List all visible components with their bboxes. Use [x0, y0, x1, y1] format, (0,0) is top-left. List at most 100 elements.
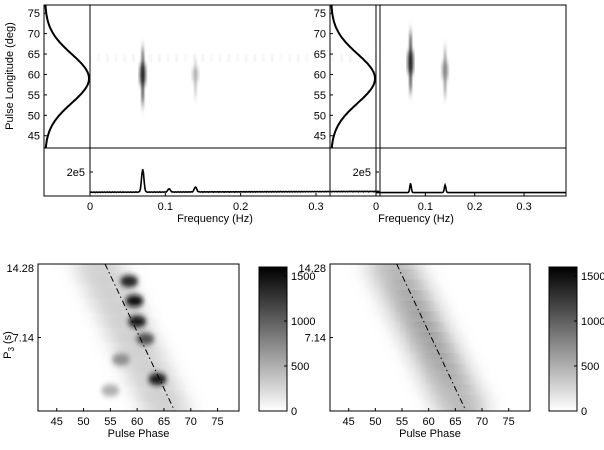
x-axis-label: Frequency (Hz) — [378, 213, 454, 225]
feature-band-cell — [314, 56, 317, 61]
feature-band-cell — [97, 56, 100, 61]
feature-band-cell — [141, 56, 144, 61]
feature-band-cell — [253, 56, 256, 61]
x-axis-label: Pulse Phase — [399, 428, 461, 440]
feature-peak — [442, 60, 448, 81]
heatmap-bl — [72, 264, 191, 411]
feature-band-cell — [349, 56, 352, 61]
feature-peak — [408, 49, 413, 75]
y-tick-label: 45 — [314, 131, 326, 143]
y-tick-label: 45 — [28, 131, 40, 143]
colorbar-tick-label: 1500 — [581, 271, 604, 283]
peak — [125, 294, 144, 307]
band-core — [452, 403, 475, 411]
x-tick-label: 60 — [131, 416, 143, 428]
y-tick-label: 70 — [28, 29, 40, 41]
feature-band-cell — [184, 56, 187, 61]
y-tick-label: 75 — [28, 8, 40, 20]
spectrum-tick-label: 2e5 — [353, 167, 371, 179]
peak — [128, 315, 147, 328]
p3-axis-label: P3 (s) — [2, 331, 16, 359]
y-tick-label: 14.28 — [6, 263, 34, 275]
feature-peak — [193, 67, 198, 82]
peak — [136, 332, 155, 345]
feature-band-cell — [123, 56, 126, 61]
feature-band-cell — [340, 56, 343, 61]
y-tick-label: 65 — [28, 49, 40, 61]
x-tick-label: 65 — [158, 416, 170, 428]
x-tick-label: 50 — [369, 416, 381, 428]
profile-curve — [44, 4, 90, 149]
y-tick-label: 7.14 — [305, 333, 326, 345]
spectrum-curve — [376, 182, 566, 194]
y-tick-label: 70 — [314, 29, 326, 41]
x-tick-label: 45 — [343, 416, 355, 428]
colorbar-tick-label: 500 — [291, 361, 309, 373]
feature-band-cell — [305, 56, 308, 61]
profile-curve — [330, 4, 376, 149]
x-axis-label: Pulse Phase — [108, 428, 170, 440]
x-tick-label: 0.2 — [233, 201, 248, 213]
feature-band-cell — [245, 56, 248, 61]
feature-band-cell — [115, 56, 118, 61]
p3-unit: (s) — [2, 331, 14, 347]
feature-band-cell — [193, 56, 196, 61]
x-tick-label: 0 — [373, 201, 379, 213]
x-tick-label: 75 — [211, 416, 223, 428]
peak — [120, 275, 139, 288]
spectrum-curve — [89, 169, 380, 194]
x-tick-label: 0.3 — [516, 201, 531, 213]
peak — [148, 373, 167, 386]
x-tick-label: 70 — [185, 416, 197, 428]
y-tick-label: 75 — [314, 8, 326, 20]
x-tick-label: 0.3 — [308, 201, 323, 213]
colorbar-tick-label: 1500 — [291, 271, 315, 283]
y-tick-label: 55 — [314, 90, 326, 102]
x-tick-label: 70 — [476, 416, 488, 428]
x-tick-label: 0 — [87, 201, 93, 213]
haze — [142, 401, 191, 411]
y-tick-label: 50 — [314, 110, 326, 122]
feature-band-cell — [262, 56, 265, 61]
y-tick-label: 60 — [314, 69, 326, 81]
y-tick-label: 14.28 — [298, 263, 326, 275]
feature-band-cell — [175, 56, 178, 61]
feature-band-cell — [201, 56, 204, 61]
feature-band-cell — [366, 56, 369, 61]
peak — [101, 384, 120, 397]
y-tick-label: 55 — [28, 90, 40, 102]
feature-band-cell — [236, 56, 239, 61]
x-tick-label: 0.2 — [467, 201, 482, 213]
feature-band-cell — [288, 56, 291, 61]
feature-band-cell — [323, 56, 326, 61]
feature-band-cell — [149, 56, 152, 61]
feature-band-cell — [331, 56, 334, 61]
x-tick-label: 45 — [51, 416, 63, 428]
heatmap-br — [363, 264, 492, 411]
feature-band-cell — [357, 56, 360, 61]
feature-peak — [140, 62, 145, 87]
x-tick-label: 55 — [104, 416, 116, 428]
colorbar-tick-label: 0 — [291, 406, 297, 418]
y-tick-label: 60 — [28, 69, 40, 81]
x-tick-label: 75 — [503, 416, 515, 428]
colorbar-tick-label: 500 — [581, 361, 599, 373]
feature-band-cell — [167, 56, 170, 61]
x-tick-label: 50 — [77, 416, 89, 428]
y-tick-label: 50 — [28, 110, 40, 122]
y-tick-label: 7.14 — [13, 333, 34, 345]
colorbar — [548, 266, 578, 412]
x-tick-label: 55 — [396, 416, 408, 428]
feature-band-cell — [132, 56, 135, 61]
y-axis-label: Pulse Longitude (deg) — [4, 22, 16, 130]
y-tick-label: 65 — [314, 49, 326, 61]
feature-band-cell — [106, 56, 109, 61]
colorbar — [258, 266, 288, 412]
colorbar-tick-label: 1000 — [291, 316, 315, 328]
heatmap-tl — [90, 49, 378, 104]
x-tick-label: 65 — [449, 416, 461, 428]
drift-line — [104, 263, 176, 412]
x-tick-label: 0.1 — [418, 201, 433, 213]
drift-line — [396, 263, 467, 412]
